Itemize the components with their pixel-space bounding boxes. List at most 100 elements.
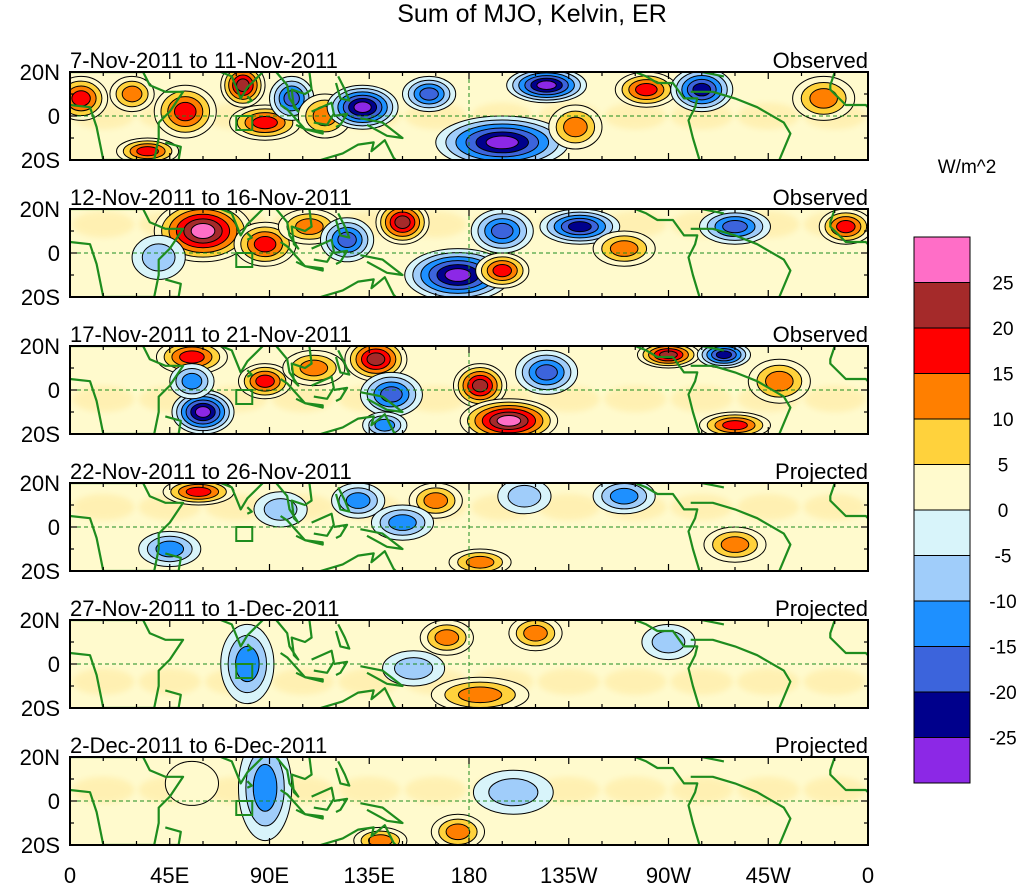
coastline bbox=[164, 141, 182, 160]
coastline bbox=[360, 117, 404, 140]
y-tick-label: 20N bbox=[20, 60, 60, 85]
x-tick-label: 90E bbox=[250, 863, 289, 888]
coastline bbox=[304, 676, 324, 683]
coastline bbox=[634, 620, 701, 708]
coastline bbox=[634, 757, 701, 845]
anomaly-contour bbox=[394, 215, 411, 229]
coastline bbox=[279, 104, 307, 131]
x-tick-label: 135E bbox=[344, 863, 395, 888]
colorbar-swatch bbox=[913, 509, 971, 556]
y-tick-label: 20N bbox=[20, 471, 60, 496]
panel: 20N 0 20S 7-Nov-2011 to 11-Nov-2011 Observed bbox=[20, 48, 869, 173]
coastline bbox=[333, 660, 349, 676]
coastline bbox=[829, 483, 868, 519]
anomaly-contour bbox=[255, 374, 275, 388]
anomaly-contour bbox=[765, 370, 794, 392]
anomaly-contour bbox=[507, 484, 542, 508]
anomaly-contour bbox=[419, 87, 439, 101]
coastline bbox=[279, 241, 307, 268]
coastline bbox=[333, 112, 349, 128]
y-tick-label: 20S bbox=[21, 559, 60, 584]
coastline bbox=[70, 346, 185, 434]
coastline bbox=[690, 364, 792, 434]
anomaly-contour bbox=[445, 823, 471, 841]
coastline bbox=[220, 757, 264, 785]
background-anomaly bbox=[72, 211, 135, 238]
anomaly-contour bbox=[164, 760, 220, 806]
colorbar-swatch bbox=[913, 282, 971, 329]
coastline bbox=[70, 72, 185, 160]
reference-box bbox=[235, 663, 254, 679]
background-anomaly bbox=[72, 668, 135, 695]
anomaly-contour bbox=[490, 222, 514, 240]
background-anomaly bbox=[138, 668, 201, 695]
colorbar-label: -15 bbox=[989, 638, 1016, 659]
colorbar-label: -20 bbox=[989, 683, 1016, 704]
panels: 20N 0 20S 7-Nov-2011 to 11-Nov-2011 Observed… bbox=[20, 48, 869, 858]
coastline bbox=[333, 523, 349, 539]
coastline bbox=[246, 643, 253, 652]
x-tick-label: 45W bbox=[746, 863, 791, 888]
anomaly-contour bbox=[809, 88, 838, 109]
background-anomaly bbox=[670, 494, 733, 521]
coastline bbox=[304, 539, 324, 546]
panel-status: Projected bbox=[775, 733, 868, 758]
reference-box bbox=[235, 526, 254, 542]
coastline bbox=[246, 506, 253, 515]
coastline bbox=[246, 369, 253, 378]
background-anomaly bbox=[737, 494, 800, 521]
anomaly-contour bbox=[720, 536, 750, 553]
background-anomaly bbox=[670, 668, 733, 695]
anomaly-contour bbox=[715, 350, 733, 360]
coastline bbox=[334, 75, 351, 102]
coastline bbox=[634, 346, 701, 434]
anomaly-contour bbox=[136, 146, 159, 157]
panel-status: Observed bbox=[773, 322, 868, 347]
coastline bbox=[334, 760, 351, 787]
reference-box bbox=[235, 389, 254, 405]
coastline bbox=[829, 346, 868, 382]
reference-box bbox=[235, 800, 254, 816]
panel-period: 7-Nov-2011 to 11-Nov-2011 bbox=[70, 48, 338, 73]
anomaly-contour bbox=[236, 78, 250, 92]
anomaly-contour bbox=[393, 657, 434, 680]
anomaly-contour bbox=[179, 350, 205, 364]
coastline bbox=[634, 483, 701, 571]
anomaly-contour bbox=[444, 268, 472, 282]
coastline bbox=[333, 249, 349, 265]
coastline bbox=[220, 346, 264, 374]
land-outlines bbox=[70, 620, 868, 708]
coastline bbox=[311, 786, 335, 811]
background-anomaly bbox=[604, 102, 667, 130]
coastline bbox=[334, 212, 351, 239]
anomaly-contour bbox=[692, 82, 712, 97]
coastline bbox=[279, 652, 307, 679]
coastline bbox=[634, 209, 701, 297]
coastline bbox=[70, 209, 185, 297]
coastline bbox=[279, 378, 307, 405]
coastline bbox=[70, 483, 185, 571]
coastline bbox=[275, 346, 313, 387]
coastline bbox=[275, 72, 313, 113]
colorbar: 25 20 15 10 5 0 -5 -10 -15 -20 -25 bbox=[913, 236, 1017, 784]
anomaly-contour bbox=[523, 624, 548, 642]
y-tick-label: 20N bbox=[20, 334, 60, 359]
coastline bbox=[220, 209, 264, 237]
coastline bbox=[70, 620, 185, 708]
anomaly-contour bbox=[423, 492, 449, 509]
background-anomaly bbox=[737, 668, 800, 695]
x-tick-label: 90W bbox=[646, 863, 691, 888]
anomaly-contour bbox=[471, 378, 489, 393]
y-tick-label: 20S bbox=[21, 285, 60, 310]
coastline bbox=[220, 620, 264, 648]
anomaly-contour bbox=[635, 82, 658, 97]
chart-title: Sum of MJO, Kelvin, ER bbox=[397, 0, 667, 28]
coastline bbox=[246, 780, 253, 789]
coastline bbox=[333, 797, 349, 813]
background-anomaly bbox=[72, 776, 135, 804]
panel-period: 12-Nov-2011 to 16-Nov-2011 bbox=[70, 185, 352, 210]
coastline bbox=[311, 238, 335, 263]
background-anomaly bbox=[72, 385, 135, 412]
anomaly-contour bbox=[836, 219, 856, 234]
anomaly-contour bbox=[722, 219, 748, 234]
